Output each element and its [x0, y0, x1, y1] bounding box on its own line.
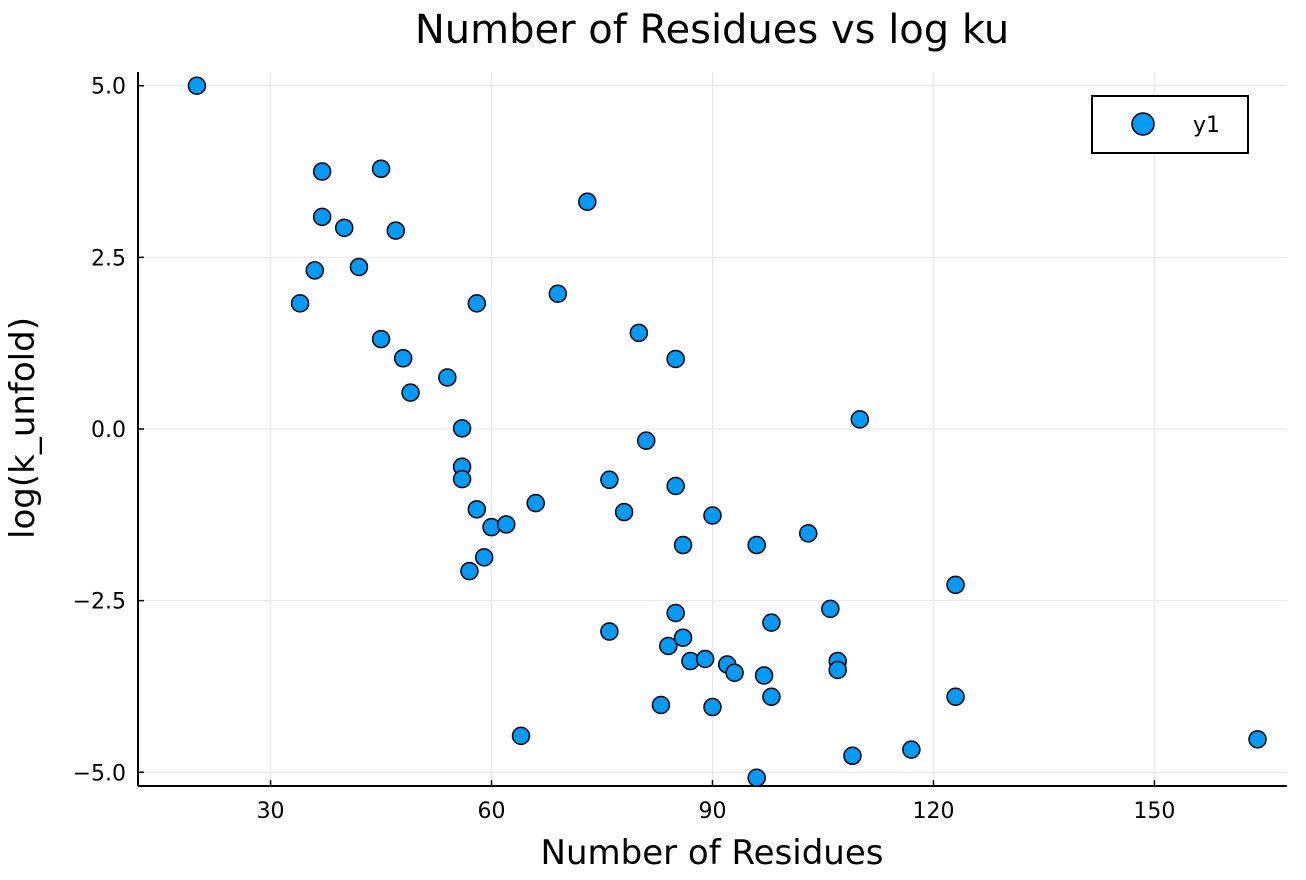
data-point: [673, 535, 693, 555]
x-axis-label: Number of Residues: [541, 833, 884, 873]
y-tick-label: 0.0: [91, 418, 126, 443]
y-gridlines: [138, 85, 1287, 773]
data-point: [843, 746, 862, 766]
data-point: [467, 500, 487, 519]
y-tick-label: 5.0: [91, 75, 126, 100]
data-point: [1248, 730, 1267, 749]
data-point: [762, 687, 781, 706]
data-point: [946, 575, 965, 595]
data-point: [651, 695, 671, 715]
axes: [137, 72, 1287, 787]
data-point: [828, 660, 847, 680]
data-point: [600, 470, 619, 490]
x-tick-label: 120: [912, 799, 954, 824]
data-point: [754, 666, 774, 685]
x-tick-label: 60: [478, 799, 506, 824]
data-point: [747, 535, 766, 555]
x-tick-labels: 30 60 90 120 150: [257, 799, 1176, 824]
data-point: [703, 697, 722, 717]
data-point: [666, 349, 685, 369]
y-tick-label: −2.5: [73, 590, 126, 615]
data-point: [600, 622, 619, 641]
legend-label-y1: y1: [1193, 113, 1220, 138]
data-point: [703, 506, 722, 525]
data-point: [511, 726, 531, 746]
data-point: [290, 294, 310, 313]
data-point: [695, 649, 715, 669]
x-tick-label: 150: [1133, 799, 1175, 824]
data-point: [393, 349, 413, 368]
legend-box: [1091, 95, 1249, 154]
data-point: [636, 431, 656, 450]
data-point: [452, 469, 472, 489]
legend: y1: [1091, 95, 1249, 154]
data-point: [467, 294, 487, 313]
x-tick-label: 90: [699, 799, 727, 824]
y-axis-label: log(k_unfold): [3, 317, 43, 539]
data-point: [438, 368, 457, 387]
data-point: [666, 476, 685, 496]
data-point: [401, 383, 420, 402]
y-tick-label: −5.0: [73, 761, 126, 786]
data-point: [799, 524, 818, 543]
data-point: [371, 329, 391, 349]
data-point: [474, 548, 494, 567]
data-point: [497, 515, 516, 534]
chart-title: Number of Residues vs log ku: [415, 7, 1009, 53]
data-point: [305, 261, 325, 280]
data-point: [762, 613, 781, 632]
data-point: [312, 207, 332, 227]
data-point: [659, 636, 678, 656]
data-point: [187, 76, 207, 95]
data-point: [614, 502, 634, 522]
data-point: [821, 599, 840, 619]
x-tick-label: 30: [257, 799, 285, 824]
data-points: [187, 76, 1267, 788]
data-point: [725, 663, 744, 682]
data-point: [334, 218, 354, 238]
data-point: [629, 323, 649, 343]
data-point: [548, 284, 568, 304]
data-point: [673, 628, 693, 647]
y-tick-label: 2.5: [91, 246, 126, 271]
data-point: [902, 740, 921, 759]
data-point: [452, 419, 472, 438]
data-point: [386, 221, 406, 240]
data-point: [578, 192, 597, 212]
data-point: [371, 159, 391, 179]
data-point: [747, 768, 766, 788]
data-point: [312, 162, 332, 181]
data-point: [666, 603, 685, 623]
data-point: [349, 257, 369, 277]
data-point: [946, 687, 965, 706]
data-point: [460, 561, 479, 581]
y-tick-labels: 5.0 2.5 0.0 −2.5 −5.0: [73, 75, 126, 787]
data-point: [850, 410, 870, 429]
legend-marker: [1131, 112, 1155, 136]
data-point: [526, 493, 545, 513]
